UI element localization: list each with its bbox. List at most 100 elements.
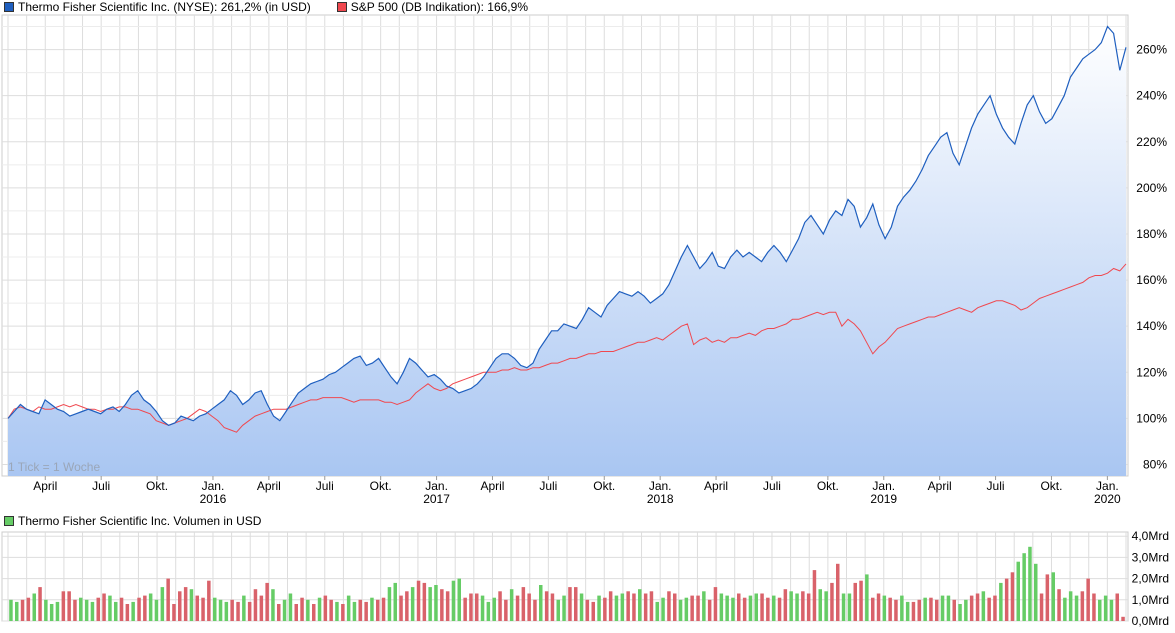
volume-bar [917, 599, 921, 621]
volume-bar [952, 599, 956, 621]
volume-bar [486, 601, 491, 621]
volume-bar [649, 591, 654, 621]
volume-bar [469, 593, 473, 621]
volume-bar [696, 595, 700, 621]
volume-bar [154, 599, 159, 621]
volume-bar [475, 593, 479, 621]
volume-bar [143, 595, 147, 621]
x-tick-label: Juli [92, 479, 110, 493]
x-tick-label: April [33, 479, 57, 493]
price-lines [7, 25, 1127, 433]
volume-y-tick-label: 1,0Mrd [1132, 593, 1169, 607]
volume-bar [900, 595, 904, 621]
volume-bar [871, 597, 875, 621]
volume-y-tick-label: 4,0Mrd [1132, 529, 1169, 543]
volume-bar [993, 595, 997, 621]
volume-bar [574, 587, 578, 621]
volume-y-axis: 0,0Mrd 1,0Mrd 2,0Mrd 3,0Mrd 4,0Mrd [1132, 529, 1169, 628]
volume-bar [119, 597, 124, 621]
volume-bar [253, 589, 258, 621]
volume-bar [183, 587, 188, 621]
volume-bar [236, 601, 240, 621]
volume-bar [929, 597, 933, 621]
volume-bar [405, 591, 409, 621]
y-tick-label: 120% [1136, 365, 1167, 379]
x-tick-label: Jan. [649, 479, 672, 493]
volume-bar [282, 599, 287, 621]
volume-bar [748, 595, 753, 621]
volume-bar [370, 597, 374, 621]
x-tick-label: Juli [987, 479, 1005, 493]
volume-bar [638, 589, 642, 621]
volume-bar [213, 597, 217, 621]
volume-bar [1098, 599, 1102, 621]
volume-bar [603, 597, 607, 621]
volume-bar [888, 597, 892, 621]
volume-bar [224, 601, 229, 621]
volume-bar [480, 595, 485, 621]
volume-bar [946, 595, 951, 621]
volume-bar [1010, 572, 1015, 621]
volume-bar [614, 595, 619, 621]
x-year-label: 2020 [1094, 492, 1121, 506]
volume-bar [585, 599, 590, 621]
volume-bar [509, 589, 514, 621]
volume-bar [772, 595, 776, 621]
volume-bar [673, 593, 677, 621]
volume-bar [678, 599, 683, 621]
x-tick-label: Okt. [817, 479, 839, 493]
volume-bar [451, 580, 456, 621]
x-tick-label: April [480, 479, 504, 493]
volume-bar [719, 593, 724, 621]
volume-bar [440, 589, 444, 621]
volume-bar [323, 595, 328, 621]
volume-bar [550, 593, 555, 621]
volume-bar [166, 578, 170, 621]
volume-bar [1086, 578, 1090, 621]
legend-label-thermo: Thermo Fisher Scientific Inc. (NYSE): 26… [18, 0, 311, 14]
volume-bar [422, 582, 427, 621]
volume-bar [172, 604, 176, 621]
volume-bar [312, 604, 316, 621]
volume-bar [294, 604, 298, 621]
volume-bar [306, 599, 310, 621]
volume-bar [335, 601, 339, 621]
volume-bar [79, 597, 83, 621]
volume-bar [148, 593, 153, 621]
volume-bar [539, 585, 543, 621]
x-year-label: 2016 [200, 492, 227, 506]
volume-bar [766, 597, 770, 621]
x-tick-label: Juli [763, 479, 781, 493]
volume-bar [632, 593, 636, 621]
volume-bar [987, 597, 991, 621]
volume-bar [824, 591, 828, 621]
volume-y-tick-label: 3,0Mrd [1132, 550, 1169, 564]
legend-swatch-green-icon [4, 516, 14, 526]
volume-bar [277, 604, 281, 621]
sp500-line [7, 263, 1127, 433]
volume-bar [556, 599, 560, 621]
volume-bar [15, 601, 19, 621]
volume-bar [836, 563, 840, 621]
volume-bar [515, 595, 520, 621]
volume-bar [562, 595, 566, 621]
volume-bar [690, 595, 694, 621]
volume-bar [61, 591, 66, 621]
volume-bar [853, 582, 857, 621]
volume-bar [73, 599, 77, 621]
x-year-label: 2017 [423, 492, 450, 506]
volume-bar [218, 599, 223, 621]
volume-bar [96, 597, 100, 621]
y-tick-label: 140% [1136, 319, 1167, 333]
x-tick-label: Okt. [593, 479, 615, 493]
volume-bar [387, 587, 392, 621]
y-tick-label: 180% [1136, 227, 1167, 241]
x-tick-label: Jan. [202, 479, 225, 493]
volume-bar [801, 591, 805, 621]
volume-bar [742, 597, 747, 621]
volume-bar [463, 597, 467, 621]
volume-bar [1039, 593, 1044, 621]
volume-bar [457, 578, 461, 621]
volume-bar [731, 597, 735, 621]
volume-bar [1004, 578, 1009, 621]
